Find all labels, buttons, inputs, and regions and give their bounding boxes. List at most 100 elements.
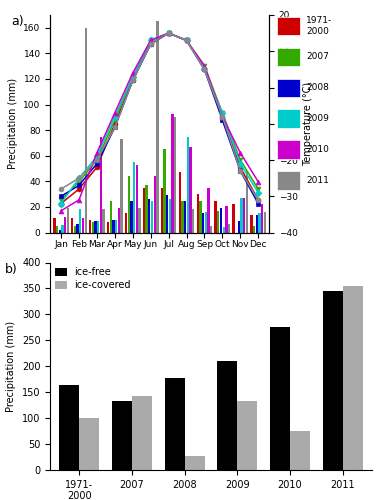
Bar bbox=[89, 220, 91, 232]
Y-axis label: Temperature (°C): Temperature (°C) bbox=[303, 82, 313, 166]
Bar bbox=[143, 188, 145, 232]
Bar bbox=[243, 198, 245, 232]
Bar bbox=[207, 188, 210, 232]
Bar bbox=[322, 291, 342, 470]
Bar bbox=[56, 226, 58, 232]
Bar bbox=[53, 218, 55, 232]
Bar bbox=[146, 185, 148, 232]
Bar bbox=[220, 208, 222, 233]
Bar bbox=[138, 208, 140, 233]
Bar bbox=[97, 221, 99, 232]
Bar bbox=[238, 221, 240, 232]
Bar bbox=[79, 418, 99, 470]
Bar bbox=[166, 196, 168, 232]
Bar bbox=[217, 211, 219, 233]
Bar bbox=[59, 386, 79, 470]
FancyBboxPatch shape bbox=[277, 17, 300, 36]
Bar bbox=[164, 378, 185, 470]
Bar bbox=[100, 136, 102, 232]
Bar bbox=[125, 214, 127, 233]
Bar bbox=[110, 200, 112, 232]
Bar bbox=[179, 172, 181, 233]
Bar bbox=[264, 212, 266, 233]
Bar bbox=[270, 328, 290, 470]
Bar bbox=[112, 220, 115, 232]
Bar bbox=[233, 204, 235, 233]
Bar bbox=[169, 199, 171, 232]
Bar bbox=[151, 200, 153, 232]
Text: 2009: 2009 bbox=[306, 114, 329, 123]
Bar bbox=[253, 226, 255, 232]
Bar bbox=[223, 228, 225, 232]
Y-axis label: Precipitation (mm): Precipitation (mm) bbox=[8, 78, 18, 170]
Text: 2010: 2010 bbox=[306, 145, 329, 154]
Bar bbox=[77, 224, 79, 232]
Bar bbox=[250, 214, 253, 232]
Bar bbox=[58, 230, 61, 232]
Text: b): b) bbox=[5, 262, 18, 276]
Text: 2007: 2007 bbox=[306, 52, 329, 62]
Bar bbox=[205, 212, 207, 233]
Bar bbox=[120, 139, 123, 232]
Bar bbox=[256, 214, 258, 232]
Bar bbox=[118, 208, 120, 233]
Bar bbox=[79, 210, 82, 233]
Bar bbox=[84, 28, 87, 233]
Bar bbox=[185, 456, 205, 470]
Bar bbox=[61, 225, 63, 232]
Bar bbox=[199, 200, 202, 232]
Bar bbox=[156, 22, 159, 233]
Bar bbox=[225, 206, 228, 233]
Y-axis label: Precipitation (mm): Precipitation (mm) bbox=[7, 320, 16, 412]
Bar bbox=[133, 162, 135, 232]
Bar bbox=[148, 199, 151, 232]
FancyBboxPatch shape bbox=[277, 78, 300, 97]
Bar bbox=[128, 176, 130, 233]
Bar bbox=[261, 204, 264, 233]
Bar bbox=[228, 224, 230, 232]
Bar bbox=[130, 200, 133, 232]
Bar bbox=[174, 118, 176, 232]
Bar bbox=[112, 401, 132, 470]
Bar bbox=[67, 208, 69, 233]
Bar bbox=[290, 430, 310, 470]
Legend: ice-free, ice-covered: ice-free, ice-covered bbox=[55, 268, 131, 290]
Bar bbox=[71, 218, 74, 232]
Text: 1971-
2000: 1971- 2000 bbox=[306, 16, 332, 36]
Bar bbox=[202, 214, 204, 233]
Bar bbox=[103, 210, 105, 233]
Bar bbox=[187, 136, 189, 232]
Bar bbox=[92, 222, 94, 232]
Bar bbox=[240, 198, 243, 232]
FancyBboxPatch shape bbox=[277, 171, 300, 190]
Bar bbox=[163, 150, 166, 232]
Bar bbox=[259, 214, 261, 233]
Bar bbox=[94, 221, 97, 232]
Bar bbox=[184, 200, 187, 232]
Bar bbox=[189, 147, 192, 232]
FancyBboxPatch shape bbox=[277, 110, 300, 128]
Bar bbox=[115, 220, 117, 232]
Bar bbox=[82, 218, 84, 232]
Bar bbox=[182, 200, 184, 232]
Bar bbox=[197, 194, 199, 232]
Bar bbox=[161, 188, 163, 232]
Bar bbox=[135, 164, 138, 232]
Bar bbox=[342, 286, 363, 470]
Bar bbox=[107, 222, 109, 232]
Bar bbox=[210, 226, 212, 232]
FancyBboxPatch shape bbox=[277, 140, 300, 158]
Text: a): a) bbox=[11, 15, 24, 28]
Bar bbox=[237, 401, 257, 470]
Bar bbox=[154, 176, 156, 233]
Bar bbox=[246, 171, 248, 232]
Bar bbox=[217, 360, 237, 470]
Text: 2011: 2011 bbox=[306, 176, 329, 185]
Bar bbox=[132, 396, 152, 470]
Bar bbox=[171, 114, 174, 232]
Bar bbox=[74, 226, 76, 232]
Bar bbox=[214, 200, 217, 232]
Bar bbox=[64, 217, 66, 232]
FancyBboxPatch shape bbox=[277, 48, 300, 66]
Text: 2008: 2008 bbox=[306, 84, 329, 92]
